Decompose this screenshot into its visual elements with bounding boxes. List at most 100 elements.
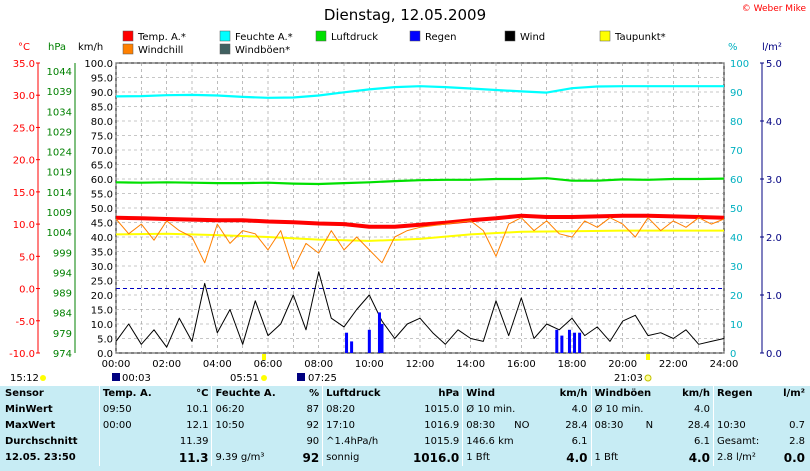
wind-tick-label: 30.0 [91, 262, 113, 273]
temp-tick-label: 15.0 [13, 188, 35, 199]
legend-label: Windböen* [235, 45, 290, 56]
cell: 10:30 [712, 418, 774, 434]
hum-tick-label: 100 [730, 59, 749, 70]
chart-axes: °C 35.0 30.0 25.0 20.0 15.0 10.0 5.0 0.0 -5.0 -10.… [9, 42, 782, 384]
temp-tick-label: 30.0 [13, 91, 35, 102]
cell: 06:20 [211, 402, 295, 418]
hum-tick-label: 70 [730, 146, 743, 157]
row-label: MaxWert [5, 420, 56, 431]
rain-bar [350, 341, 354, 353]
press-axis-unit: hPa [48, 42, 66, 53]
press-tick-label: 1009 [47, 208, 72, 219]
cell: 1015.0 [424, 404, 460, 415]
header-rain: Regen [712, 386, 774, 402]
sunrise-label: 05:51 [230, 373, 259, 384]
moon-rise-label: 00:03 [122, 373, 151, 384]
cell: 1 Bft [590, 450, 672, 466]
header-gust: Windböen [590, 386, 672, 402]
temp-tick-label: 0.0 [19, 285, 35, 296]
wind-tick-label: 5.0 [97, 335, 113, 346]
cell: Ø 10 min. [462, 402, 549, 418]
cell [774, 402, 808, 418]
press-tick-label: 984 [53, 309, 72, 320]
cell: 17:10 [322, 418, 398, 434]
cell: 11.39 [179, 436, 209, 447]
temp-tick-label: 25.0 [13, 123, 35, 134]
cell: 4.0 [566, 451, 588, 465]
press-tick-label: 1029 [47, 127, 72, 138]
cell: 1015.9 [424, 436, 460, 447]
cell [590, 434, 672, 450]
stats-row-current: 12.05. 23:50 11.3 9.39 g/m³ 92 sonnig 10… [2, 450, 808, 466]
rain-bar [377, 312, 381, 353]
hum-tick-label: 40 [730, 233, 743, 244]
series-line [115, 213, 725, 229]
press-tick-label: 1024 [47, 148, 72, 159]
header-sensor: Sensor [5, 388, 44, 399]
sunset-label: 21:03 [614, 373, 643, 384]
wind-tick-label: 50.0 [91, 204, 113, 215]
cell: 0.0 [783, 451, 805, 465]
wind-axis-unit: km/h [78, 42, 103, 53]
wind-tick-label: 35.0 [91, 248, 113, 259]
time-tick-label: 12:00 [406, 359, 435, 370]
cell [98, 450, 168, 466]
header-temp-unit: °C [196, 388, 209, 399]
press-tick-label: 1034 [47, 107, 72, 118]
temp-tick-label: -10.0 [9, 349, 35, 360]
press-tick-label: 999 [53, 248, 72, 259]
press-tick-label: 974 [53, 349, 72, 360]
legend-swatch [409, 30, 421, 42]
cell: 92 [302, 451, 320, 465]
press-tick-label: 979 [53, 329, 72, 340]
rain-tick-label: 5.0 [766, 59, 782, 70]
hum-tick-label: 50 [730, 204, 743, 215]
time-tick-label: 24:00 [710, 359, 739, 370]
press-tick-label: 1014 [47, 188, 72, 199]
moon-icon [112, 373, 120, 381]
chart-title: Dienstag, 12.05.2009 [324, 6, 486, 24]
rain-bar [578, 332, 582, 353]
wind-tick-label: 60.0 [91, 175, 113, 186]
header-wind-unit: km/h [559, 388, 588, 399]
series-line [115, 229, 724, 242]
stats-row-min: MinWert 09:50 10.1 06:20 87 08:20 1015.0… [2, 402, 808, 418]
header-rain-unit: l/m² [783, 388, 805, 399]
rain-bar [380, 324, 384, 353]
header-temp: Temp. A. [98, 386, 168, 402]
cell: 1016.0 [412, 451, 460, 465]
cell: sonnig [322, 450, 398, 466]
legend-swatch [599, 30, 611, 42]
wind-tick-label: 15.0 [91, 306, 113, 317]
legend-swatch [219, 30, 231, 42]
moon-set-label: 07:25 [308, 373, 337, 384]
rain-tick-label: 4.0 [766, 117, 782, 128]
cell: 1 Bft [462, 450, 549, 466]
header-hum-unit: % [309, 388, 320, 399]
cell: 08:30 N [590, 418, 672, 434]
cell: 9.39 g/m³ [211, 450, 295, 466]
stats-table: Sensor Temp. A. °C Feuchte A. % Luftdruc… [2, 386, 808, 466]
cell: 4.0 [571, 404, 588, 415]
cell: Ø 10 min. [590, 402, 672, 418]
legend-label: Wind [520, 32, 545, 43]
legend-swatch [315, 30, 327, 42]
legend-label: Temp. A.* [137, 32, 186, 43]
wind-tick-label: 95.0 [91, 74, 113, 85]
rain-tick-label: 3.0 [766, 175, 782, 186]
press-tick-label: 994 [53, 268, 72, 279]
wind-tick-label: 65.0 [91, 161, 113, 172]
time-tick-label: 04:00 [203, 359, 232, 370]
press-tick-label: 1004 [47, 228, 72, 239]
rain-bar [573, 332, 577, 353]
rain-bar [555, 329, 559, 353]
legend-swatch [122, 43, 134, 55]
legend-swatch [504, 30, 516, 42]
hum-tick-label: 90 [730, 88, 743, 99]
cell: 09:50 [98, 402, 168, 418]
row-label: 12.05. 23:50 [5, 452, 76, 463]
legend-swatch [219, 43, 231, 55]
wind-tick-label: 80.0 [91, 117, 113, 128]
legend-label: Taupunkt* [614, 32, 666, 43]
series-line [115, 177, 725, 186]
